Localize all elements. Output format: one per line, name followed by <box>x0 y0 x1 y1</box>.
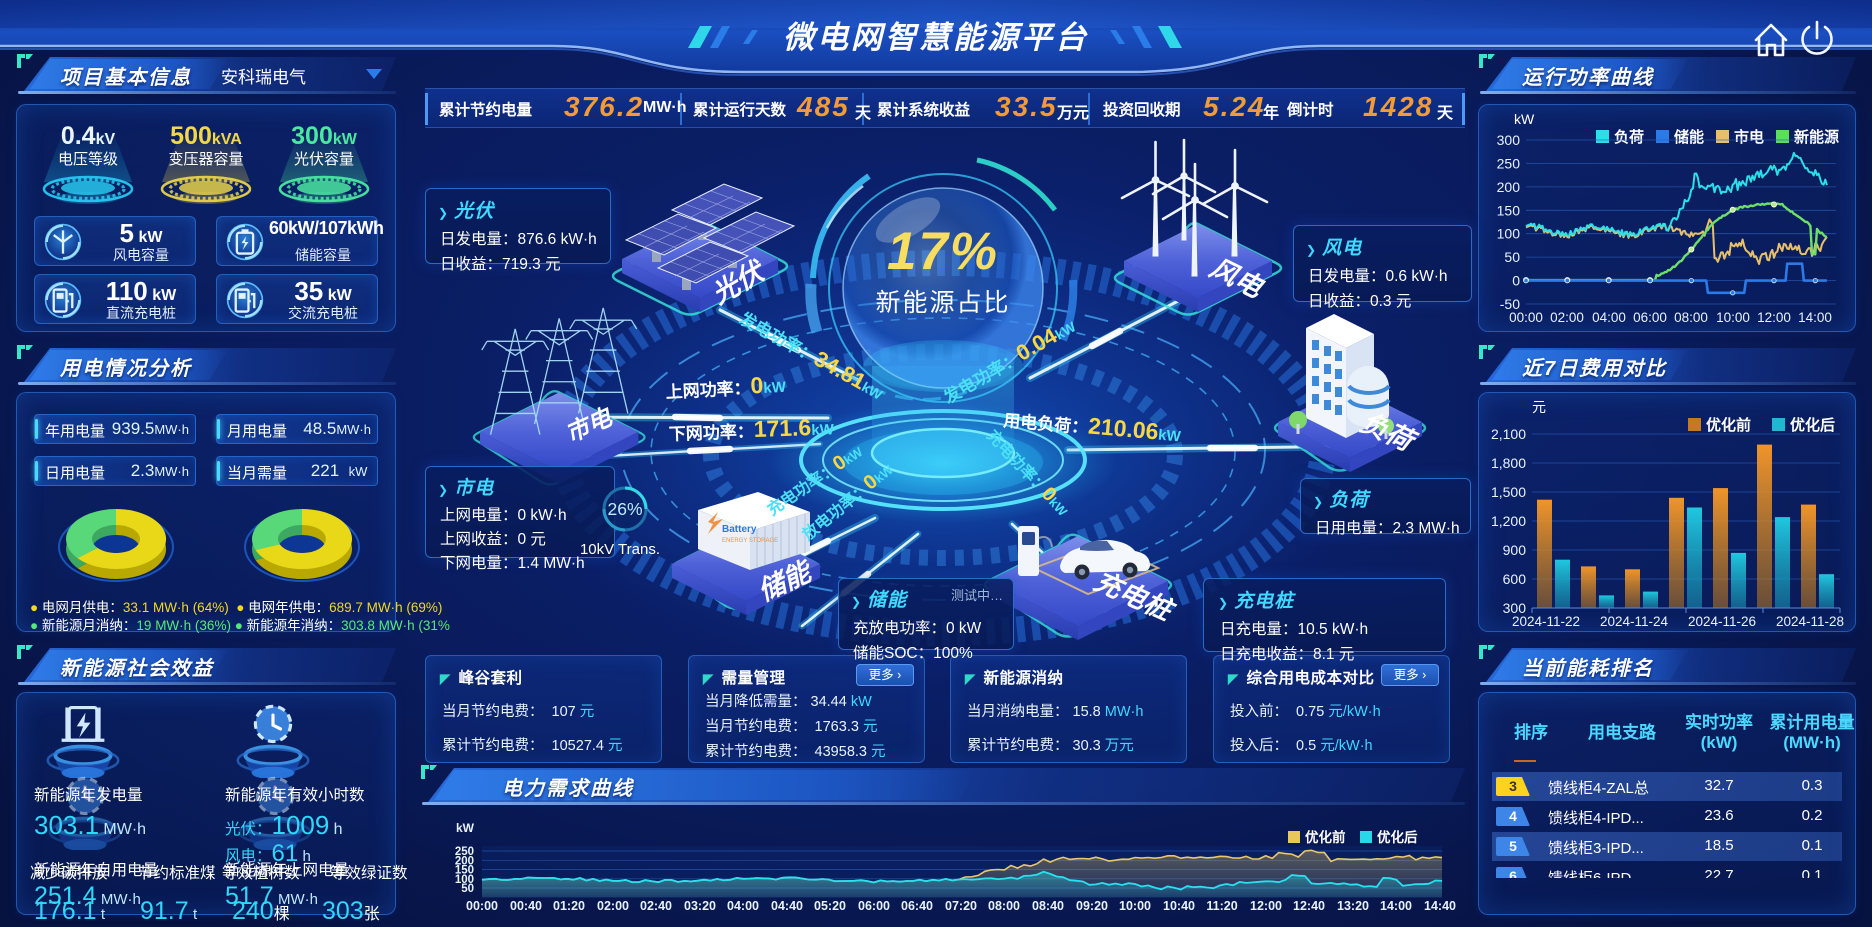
svg-text:1,200: 1,200 <box>1491 513 1526 529</box>
svg-text:12:00: 12:00 <box>1250 899 1282 913</box>
svg-text:01:20: 01:20 <box>553 899 585 913</box>
svg-text:优化后: 优化后 <box>1377 829 1418 845</box>
svg-text:06:00: 06:00 <box>1633 310 1667 325</box>
svg-text:00:40: 00:40 <box>510 899 542 913</box>
svg-text:ENERGY STORAGE: ENERGY STORAGE <box>722 538 778 544</box>
svg-text:08:00: 08:00 <box>1674 310 1708 325</box>
svg-text:kW: kW <box>1514 111 1535 127</box>
svg-text:微电网智慧能源平台: 微电网智慧能源平台 <box>783 20 1089 55</box>
svg-text:250: 250 <box>1497 155 1521 171</box>
svg-text:14:00: 14:00 <box>1380 899 1412 913</box>
svg-text:250: 250 <box>455 846 474 858</box>
svg-text:1,500: 1,500 <box>1491 484 1526 500</box>
svg-text:09:20: 09:20 <box>1076 899 1108 913</box>
svg-text:2,100: 2,100 <box>1491 426 1526 442</box>
svg-text:02:00: 02:00 <box>597 899 629 913</box>
svg-text:负荷: 负荷 <box>1614 128 1644 146</box>
svg-text:Battery: Battery <box>722 524 757 535</box>
svg-text:100: 100 <box>455 874 474 886</box>
svg-text:900: 900 <box>1503 542 1527 558</box>
svg-text:市电: 市电 <box>1734 128 1764 146</box>
svg-text:06:40: 06:40 <box>901 899 933 913</box>
svg-text:2024-11-22: 2024-11-22 <box>1512 614 1580 629</box>
svg-text:优化前: 优化前 <box>1305 829 1346 845</box>
svg-text:08:40: 08:40 <box>1032 899 1064 913</box>
svg-text:10kV Trans.: 10kV Trans. <box>580 541 660 558</box>
svg-text:07:20: 07:20 <box>945 899 977 913</box>
svg-text:08:00: 08:00 <box>988 899 1020 913</box>
svg-text:100: 100 <box>1497 226 1521 242</box>
svg-text:03:20: 03:20 <box>684 899 716 913</box>
svg-text:0: 0 <box>1512 273 1520 289</box>
svg-text:14:00: 14:00 <box>1798 310 1832 325</box>
svg-text:12:40: 12:40 <box>1293 899 1325 913</box>
svg-text:50: 50 <box>1504 249 1520 265</box>
svg-text:2024-11-24: 2024-11-24 <box>1600 614 1669 629</box>
svg-text:kW: kW <box>456 821 475 835</box>
svg-text:300: 300 <box>1497 132 1521 148</box>
svg-text:2024-11-28: 2024-11-28 <box>1776 614 1844 629</box>
svg-text:200: 200 <box>1497 179 1521 195</box>
svg-text:00:00: 00:00 <box>1509 310 1543 325</box>
svg-text:新能源: 新能源 <box>1794 128 1839 146</box>
svg-text:200: 200 <box>455 855 474 867</box>
svg-text:04:40: 04:40 <box>771 899 803 913</box>
svg-text:1,800: 1,800 <box>1491 455 1526 471</box>
svg-text:150: 150 <box>1497 202 1521 218</box>
svg-text:00:00: 00:00 <box>466 899 498 913</box>
svg-text:150: 150 <box>455 865 474 877</box>
svg-text:元: 元 <box>1532 399 1546 415</box>
svg-text:-50: -50 <box>1500 296 1520 312</box>
svg-text:10:00: 10:00 <box>1119 899 1151 913</box>
svg-text:储能: 储能 <box>1674 128 1704 146</box>
svg-text:05:20: 05:20 <box>814 899 846 913</box>
svg-text:300: 300 <box>1503 600 1527 616</box>
svg-text:14:40: 14:40 <box>1424 899 1456 913</box>
svg-text:06:00: 06:00 <box>858 899 890 913</box>
svg-text:02:40: 02:40 <box>640 899 672 913</box>
svg-text:26%: 26% <box>607 499 642 519</box>
svg-text:10:40: 10:40 <box>1163 899 1195 913</box>
svg-text:600: 600 <box>1503 571 1527 587</box>
svg-text:11:20: 11:20 <box>1206 899 1237 913</box>
svg-text:优化后: 优化后 <box>1790 416 1835 434</box>
svg-text:10:00: 10:00 <box>1716 310 1750 325</box>
svg-text:04:00: 04:00 <box>727 899 759 913</box>
svg-text:新能源占比: 新能源占比 <box>875 289 1010 317</box>
svg-text:12:00: 12:00 <box>1757 310 1791 325</box>
svg-text:04:00: 04:00 <box>1592 310 1626 325</box>
svg-text:02:00: 02:00 <box>1550 310 1584 325</box>
svg-text:50: 50 <box>461 883 474 895</box>
svg-text:2024-11-26: 2024-11-26 <box>1688 614 1756 629</box>
svg-text:优化前: 优化前 <box>1706 416 1751 434</box>
svg-text:13:20: 13:20 <box>1337 899 1369 913</box>
svg-text:17%: 17% <box>887 222 999 281</box>
